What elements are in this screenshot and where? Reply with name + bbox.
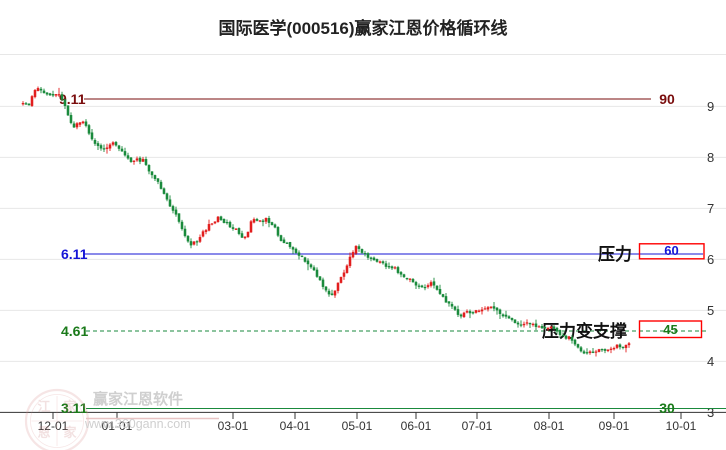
svg-text:30: 30 (659, 400, 675, 416)
svg-text:压力变支撑: 压力变支撑 (542, 321, 627, 341)
svg-text:9: 9 (707, 99, 714, 114)
svg-text:3: 3 (707, 405, 714, 420)
svg-text:09-01: 09-01 (599, 419, 630, 433)
svg-text:5: 5 (707, 303, 714, 318)
svg-text:45: 45 (663, 322, 677, 337)
svg-text:04-01: 04-01 (280, 419, 311, 433)
svg-text:恩: 恩 (37, 425, 50, 440)
svg-text:06-01: 06-01 (401, 419, 432, 433)
svg-text:4: 4 (707, 354, 714, 369)
svg-text:08-01: 08-01 (534, 419, 565, 433)
svg-text:www.360gann.com: www.360gann.com (84, 417, 191, 431)
svg-text:江: 江 (37, 399, 50, 414)
svg-text:4.61: 4.61 (61, 323, 88, 339)
svg-text:家: 家 (63, 425, 77, 440)
svg-text:家: 家 (63, 399, 77, 414)
svg-text:压力: 压力 (598, 244, 632, 264)
svg-text:6: 6 (707, 252, 714, 267)
svg-text:赢家江恩软件: 赢家江恩软件 (93, 390, 183, 408)
svg-text:07-01: 07-01 (462, 419, 493, 433)
svg-text:6.11: 6.11 (61, 246, 88, 262)
svg-text:10-01: 10-01 (666, 419, 697, 433)
svg-text:7: 7 (707, 201, 714, 216)
svg-text:60: 60 (664, 243, 678, 258)
svg-text:90: 90 (659, 91, 675, 107)
svg-text:03-01: 03-01 (218, 419, 249, 433)
svg-text:05-01: 05-01 (342, 419, 373, 433)
svg-text:8: 8 (707, 150, 714, 165)
